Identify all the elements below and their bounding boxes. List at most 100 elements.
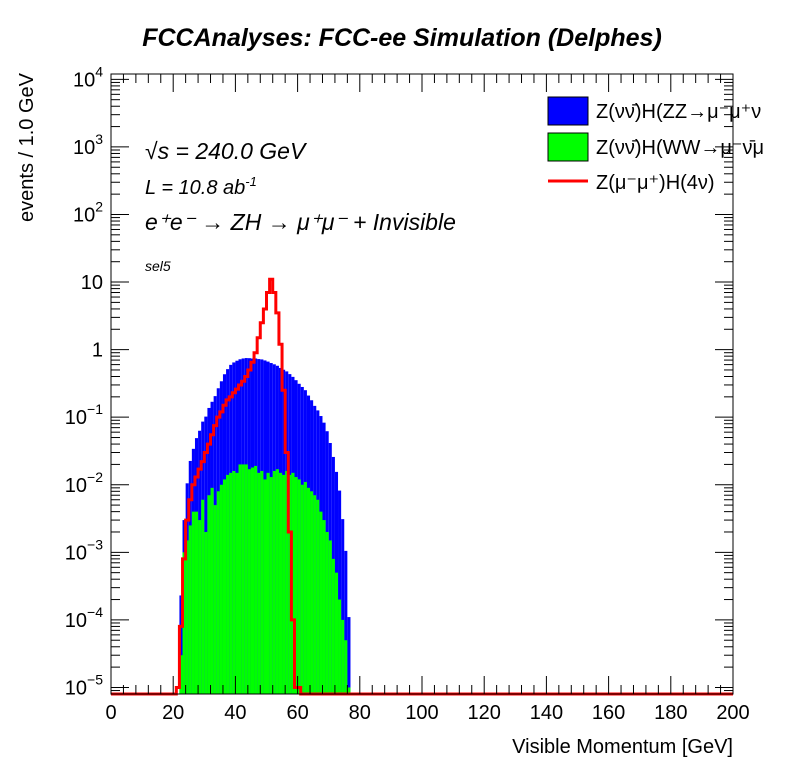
bar-ww-45 xyxy=(250,467,255,694)
bar-ww-65 xyxy=(313,495,317,694)
bar-ww-24 xyxy=(185,540,189,694)
y-tick-base: 10 xyxy=(65,475,87,497)
bar-zz-22 xyxy=(179,595,183,694)
bar-ww-30 xyxy=(204,531,208,694)
lumi-text: L = 10.8 ab xyxy=(145,177,245,199)
lumi-exponent: -1 xyxy=(245,174,257,189)
legend-swatch-ww xyxy=(547,132,589,162)
energy-annotation: √s = 240.0 GeV xyxy=(145,138,308,164)
x-tick-label-100: 100 xyxy=(405,702,438,724)
bar-ww-32 xyxy=(210,487,214,694)
legend-swatch-zz xyxy=(547,96,589,126)
y-tick-label-10: 10 xyxy=(81,272,103,294)
y-tick-label-0.1: 10−1 xyxy=(65,401,103,429)
bar-ww-57 xyxy=(288,474,292,694)
bar-ww-61 xyxy=(300,484,304,694)
bar-ww-52 xyxy=(272,470,276,694)
bar-ww-39 xyxy=(232,470,236,694)
x-tick-label-180: 180 xyxy=(654,702,687,724)
y-tick-label-1: 1 xyxy=(92,340,103,362)
bar-ww-46 xyxy=(254,465,258,694)
y-tick-base: 10 xyxy=(65,407,87,429)
y-tick-label-0.00001: 10−5 xyxy=(65,671,103,699)
bar-ww-56 xyxy=(285,470,289,694)
bar-ww-27 xyxy=(194,511,199,694)
bar-ww-59 xyxy=(294,477,298,694)
bar-ww-62 xyxy=(303,481,307,694)
bar-ww-47 xyxy=(257,472,261,694)
bar-ww-22 xyxy=(179,655,183,694)
y-tick-label-100: 102 xyxy=(73,198,103,226)
legend: Z(νν̄)H(ZZ→μ⁻μ⁺ν Z(νν̄)H(WW→μ⁻ν̄μ Z(μ⁻μ⁺… xyxy=(547,96,764,194)
bar-ww-71 xyxy=(331,558,335,694)
x-axis: 0 20 40 60 80 100 120 140 160 180 200 xyxy=(105,74,750,724)
bar-ww-67 xyxy=(319,511,323,694)
y-tick-base: 10 xyxy=(65,610,87,632)
bar-ww-36 xyxy=(222,479,227,694)
bar-ww-40 xyxy=(235,472,239,694)
y-tick-base: 10 xyxy=(65,542,87,564)
bar-ww-44 xyxy=(247,469,251,694)
x-tick-label-0: 0 xyxy=(105,702,116,724)
bar-ww-76 xyxy=(347,687,351,694)
bar-ww-73 xyxy=(338,599,342,694)
legend-label-zz: Z(νν̄)H(ZZ→μ⁻μ⁺ν xyxy=(596,101,761,123)
bar-ww-70 xyxy=(328,540,332,694)
bar-ww-53 xyxy=(275,469,279,694)
y-tick-label-1000: 103 xyxy=(73,131,103,159)
bar-ww-41 xyxy=(238,464,242,694)
y-tick-base: 10 xyxy=(81,272,103,294)
selection-annotation: sel5 xyxy=(145,258,171,274)
y-tick-base: 10 xyxy=(73,137,95,159)
x-tick-label-140: 140 xyxy=(530,702,563,724)
y-tick-exponent: −3 xyxy=(87,536,103,552)
y-tick-label-0.01: 10−2 xyxy=(65,469,103,497)
bar-ww-34 xyxy=(216,491,220,694)
x-axis-title: Visible Momentum [GeV] xyxy=(512,736,733,758)
bar-zz-74 xyxy=(341,519,345,694)
y-tick-label-0.001: 10−3 xyxy=(65,536,103,564)
x-tick-label-80: 80 xyxy=(349,702,371,724)
bar-ww-63 xyxy=(306,487,311,694)
bar-ww-50 xyxy=(266,472,270,694)
legend-label-ww: Z(νν̄)H(WW→μ⁻ν̄μ xyxy=(596,137,764,159)
bar-ww-68 xyxy=(322,520,326,694)
y-tick-exponent: −2 xyxy=(87,469,103,485)
bar-ww-55 xyxy=(282,474,286,694)
bar-ww-37 xyxy=(226,474,230,694)
y-tick-label-10000: 104 xyxy=(73,63,103,91)
bar-ww-31 xyxy=(207,495,211,694)
bar-ww-38 xyxy=(229,472,233,694)
bar-ww-26 xyxy=(191,511,195,694)
y-tick-exponent: −5 xyxy=(87,671,103,687)
y-tick-exponent: 3 xyxy=(95,131,103,147)
x-tick-label-200: 200 xyxy=(716,702,749,724)
bar-ww-60 xyxy=(297,479,301,694)
x-tick-label-40: 40 xyxy=(224,702,246,724)
bar-ww-42 xyxy=(241,464,245,694)
lumi-annotation: L = 10.8 ab-1 xyxy=(145,174,257,199)
bar-zz-73 xyxy=(338,490,342,694)
x-tick-label-20: 20 xyxy=(162,702,184,724)
y-axis-title: events / 1.0 GeV xyxy=(16,72,38,222)
bar-ww-48 xyxy=(260,470,264,694)
bar-zz-75 xyxy=(344,550,348,694)
y-tick-label-0.0001: 10−4 xyxy=(65,604,103,632)
bar-ww-72 xyxy=(334,572,339,694)
y-tick-exponent: 4 xyxy=(95,63,103,79)
y-tick-exponent: −4 xyxy=(87,604,103,620)
bar-ww-29 xyxy=(201,499,205,694)
bar-zz-76 xyxy=(347,617,351,694)
y-tick-base: 10 xyxy=(65,677,87,699)
process-annotation: e⁺e⁻ → ZH → μ⁺μ⁻ + Invisible xyxy=(145,209,456,235)
bar-ww-33 xyxy=(213,505,217,694)
bar-ww-28 xyxy=(198,520,202,694)
bar-ww-66 xyxy=(316,499,320,694)
bar-ww-64 xyxy=(310,491,314,694)
y-tick-base: 10 xyxy=(73,204,95,226)
bar-ww-69 xyxy=(325,531,329,694)
x-tick-label-60: 60 xyxy=(286,702,308,724)
histogram-layer xyxy=(179,358,351,694)
